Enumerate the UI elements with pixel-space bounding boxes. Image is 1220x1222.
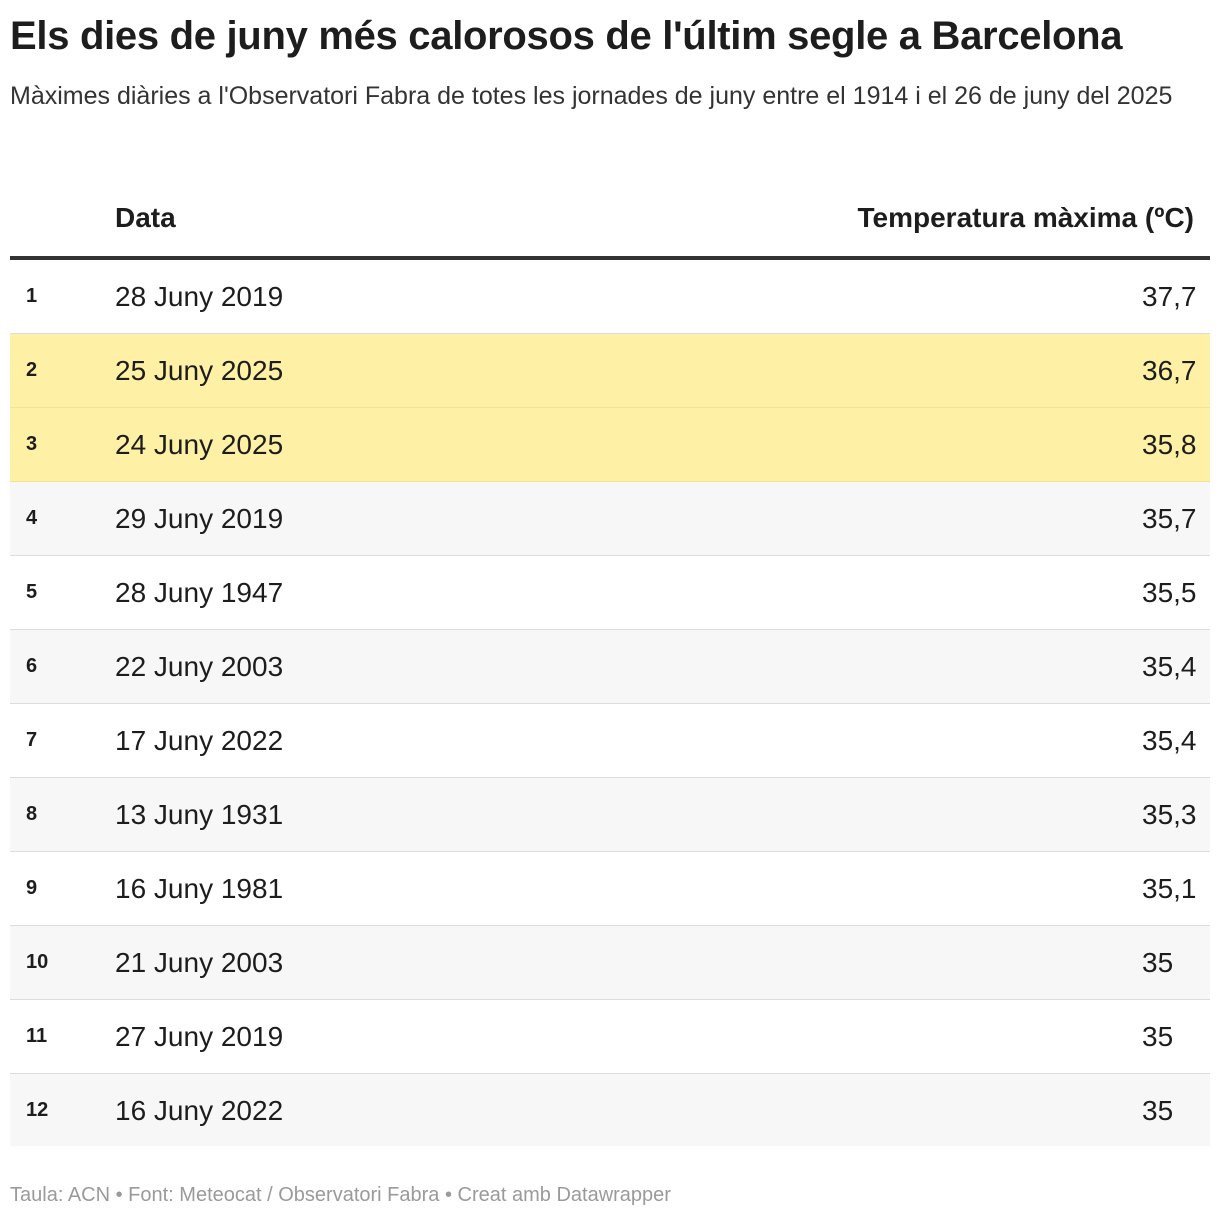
table-row: 8 13 Juny 1931 35,3 <box>10 778 1210 852</box>
rank-cell: 3 <box>26 433 38 455</box>
table-body: 1 28 Juny 2019 37,7 2 25 Juny 2025 36,7 3 24 Ju… <box>10 260 1210 1146</box>
rank-cell: 2 <box>26 359 38 381</box>
table-row: 7 17 Juny 2022 35,4 <box>10 704 1210 778</box>
temperature-cell: 35,7 <box>1142 503 1197 534</box>
table-row: 5 28 Juny 1947 35,5 <box>10 556 1210 630</box>
date-cell: 17 Juny 2022 <box>115 725 284 756</box>
date-cell: 25 Juny 2025 <box>115 355 284 386</box>
date-cell: 24 Juny 2025 <box>115 429 284 460</box>
chart-footer: Taula: ACN • Font: Meteocat / Observator… <box>10 1184 671 1206</box>
date-cell: 13 Juny 1931 <box>115 799 284 830</box>
temperature-cell: 35,4 <box>1142 651 1197 682</box>
temperature-cell: 35,8 <box>1142 429 1197 460</box>
date-cell: 29 Juny 2019 <box>115 503 284 534</box>
table-row: 6 22 Juny 2003 35,4 <box>10 630 1210 704</box>
temperature-cell: 35,4 <box>1142 725 1197 756</box>
temperature-cell: 35 <box>1142 947 1174 978</box>
rank-cell: 10 <box>26 951 49 973</box>
table-row: 2 25 Juny 2025 36,7 <box>10 334 1210 408</box>
table-row: 1 28 Juny 2019 37,7 <box>10 260 1210 334</box>
rank-cell: 1 <box>26 285 38 307</box>
temperature-cell: 35,5 <box>1142 577 1197 608</box>
rank-cell: 8 <box>26 803 38 825</box>
date-cell: 21 Juny 2003 <box>115 947 284 978</box>
rank-cell: 9 <box>26 877 38 899</box>
date-cell: 28 Juny 1947 <box>115 577 284 608</box>
rank-cell: 12 <box>26 1099 49 1121</box>
chart-container: Els dies de juny més calorosos de l'últi… <box>10 0 1210 1146</box>
temperature-cell: 35,1 <box>1142 873 1197 904</box>
date-cell: 16 Juny 2022 <box>115 1095 284 1126</box>
rank-cell: 6 <box>26 655 38 677</box>
temperature-cell: 37,7 <box>1142 281 1197 312</box>
column-header-date[interactable]: Data <box>115 202 176 233</box>
rank-cell: 7 <box>26 729 38 751</box>
temperature-cell: 35 <box>1142 1021 1174 1052</box>
date-cell: 28 Juny 2019 <box>115 281 284 312</box>
temperature-cell: 35,3 <box>1142 799 1197 830</box>
table-row: 3 24 Juny 2025 35,8 <box>10 408 1210 482</box>
rank-cell: 11 <box>26 1025 48 1047</box>
temperature-cell: 36,7 <box>1142 355 1197 386</box>
date-cell: 16 Juny 1981 <box>115 873 284 904</box>
table-header: Data Temperatura màxima (ºC) <box>10 184 1210 260</box>
date-cell: 27 Juny 2019 <box>115 1021 284 1052</box>
table-row: 12 16 Juny 2022 35 <box>10 1074 1210 1146</box>
table-row: 4 29 Juny 2019 35,7 <box>10 482 1210 556</box>
chart-title: Els dies de juny més calorosos de l'últi… <box>10 14 1123 58</box>
table-row: 10 21 Juny 2003 35 <box>10 926 1210 1000</box>
rank-cell: 4 <box>26 507 38 529</box>
column-header-temperature[interactable]: Temperatura màxima (ºC) <box>857 202 1194 233</box>
rank-cell: 5 <box>26 581 38 603</box>
temperature-cell: 35 <box>1142 1095 1174 1126</box>
chart-subtitle: Màximes diàries a l'Observatori Fabra de… <box>10 82 1173 110</box>
table-row: 11 27 Juny 2019 35 <box>10 1000 1210 1074</box>
table-row: 9 16 Juny 1981 35,1 <box>10 852 1210 926</box>
date-cell: 22 Juny 2003 <box>115 651 284 682</box>
data-table: Data Temperatura màxima (ºC) 1 28 Juny 20… <box>10 184 1210 1146</box>
